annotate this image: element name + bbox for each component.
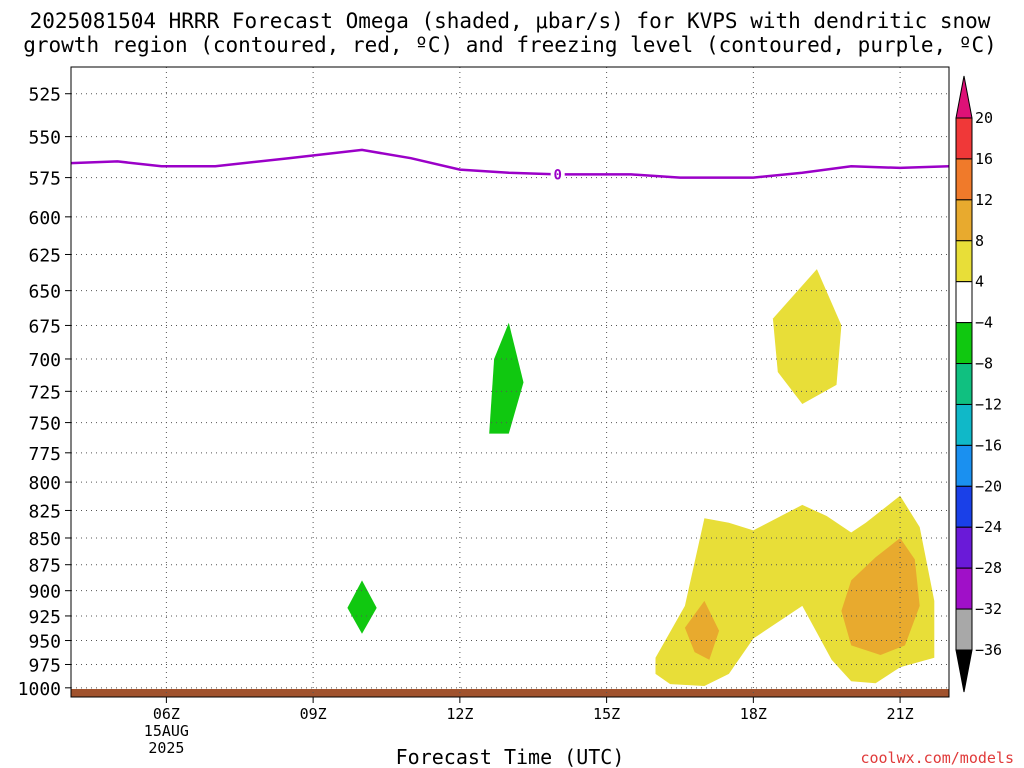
colorbar-segment xyxy=(955,403,973,446)
y-tick-label: 825 xyxy=(28,501,61,522)
colorbar-label: 16 xyxy=(975,150,993,168)
colorbar-label: −36 xyxy=(975,641,1002,659)
credit-link[interactable]: coolwx.com/models xyxy=(860,749,1014,767)
colorbar-segment xyxy=(955,240,973,283)
y-tick-label: 525 xyxy=(28,85,61,106)
y-tick-label: 575 xyxy=(28,169,61,190)
y-tick-label: 950 xyxy=(28,632,61,653)
freezing-level-line xyxy=(70,148,950,179)
x-axis-title: Forecast Time (UTC) xyxy=(396,745,625,768)
x-tick-label: 18Z xyxy=(740,705,767,723)
chart-title-line-1: 2025081504 HRRR Forecast Omega (shaded, … xyxy=(30,9,991,33)
colorbar-label: −12 xyxy=(975,395,1002,413)
surface-ground-band xyxy=(71,689,949,697)
colorbar-bottom-arrow xyxy=(955,649,973,693)
colorbar-label: −24 xyxy=(975,518,1002,536)
x-tick-label: 12Z xyxy=(446,705,473,723)
colorbar-segment xyxy=(955,199,973,242)
y-tick-label: 800 xyxy=(28,473,61,494)
y-tick-label: 725 xyxy=(28,382,61,403)
colorbar: 20 16 12 8 4 −4 −8 −12 −16 −20 −24 −28 −32 −36 xyxy=(955,75,1002,693)
y-axis: 525 550 575 600 625 650 675 700 725 750 775 800 825 8… xyxy=(18,85,71,700)
colorbar-label: −16 xyxy=(975,436,1002,454)
y-tick-label: 600 xyxy=(28,208,61,229)
rising-region-center xyxy=(489,322,524,434)
y-tick-label: 975 xyxy=(28,655,61,676)
y-tick-label: 850 xyxy=(28,529,61,550)
colorbar-label: −8 xyxy=(975,355,993,373)
grid-lines xyxy=(71,67,949,697)
colorbar-label: 8 xyxy=(975,232,984,250)
colorbar-segment xyxy=(955,281,973,324)
freezing-level-contour: 0 xyxy=(70,148,950,184)
y-tick-label: 1000 xyxy=(18,679,61,700)
contour-label-bg xyxy=(550,165,565,184)
colorbar-label: −28 xyxy=(975,559,1002,577)
colorbar-segment xyxy=(955,526,973,569)
colorbar-label: 4 xyxy=(975,273,984,291)
colorbar-segment xyxy=(955,608,973,651)
colorbar-label: 20 xyxy=(975,109,993,127)
plot-area xyxy=(71,269,949,697)
y-tick-label: 550 xyxy=(28,128,61,149)
colorbar-label: −20 xyxy=(975,477,1002,495)
colorbar-segment xyxy=(955,363,973,405)
colorbar-segment xyxy=(955,117,973,160)
y-tick-label: 625 xyxy=(28,245,61,266)
colorbar-label: 12 xyxy=(975,191,993,209)
y-tick-label: 775 xyxy=(28,444,61,465)
y-tick-label: 875 xyxy=(28,556,61,577)
colorbar-label: −4 xyxy=(975,314,993,332)
sinking-region-upper xyxy=(772,269,842,404)
colorbar-segment xyxy=(955,322,973,365)
colorbar-segment xyxy=(955,567,973,610)
colorbar-top-arrow xyxy=(955,75,973,119)
y-tick-label: 650 xyxy=(28,282,61,303)
colorbar-label: −32 xyxy=(975,600,1002,618)
colorbar-segment xyxy=(955,444,973,487)
x-tick-label: 09Z xyxy=(300,705,327,723)
y-tick-label: 925 xyxy=(28,607,61,628)
x-tick-sublabel: 2025 xyxy=(148,739,184,757)
x-tick-label: 21Z xyxy=(887,705,914,723)
plot-frame xyxy=(70,66,950,698)
colorbar-segment xyxy=(955,485,973,528)
y-tick-label: 900 xyxy=(28,582,61,603)
freezing-level-label: 0 xyxy=(553,167,561,183)
colorbar-segment xyxy=(955,158,973,201)
chart-title-line-2: growth region (contoured, red, ºC) and f… xyxy=(23,33,997,57)
x-tick-sublabel: 15AUG xyxy=(144,722,189,740)
rising-region-left xyxy=(347,580,377,634)
y-tick-label: 700 xyxy=(28,350,61,371)
sinking-core-center xyxy=(684,600,720,660)
y-tick-label: 675 xyxy=(28,316,61,337)
y-tick-label: 750 xyxy=(28,414,61,435)
x-tick-label: 15Z xyxy=(593,705,620,723)
x-tick-label: 06Z xyxy=(153,705,180,723)
